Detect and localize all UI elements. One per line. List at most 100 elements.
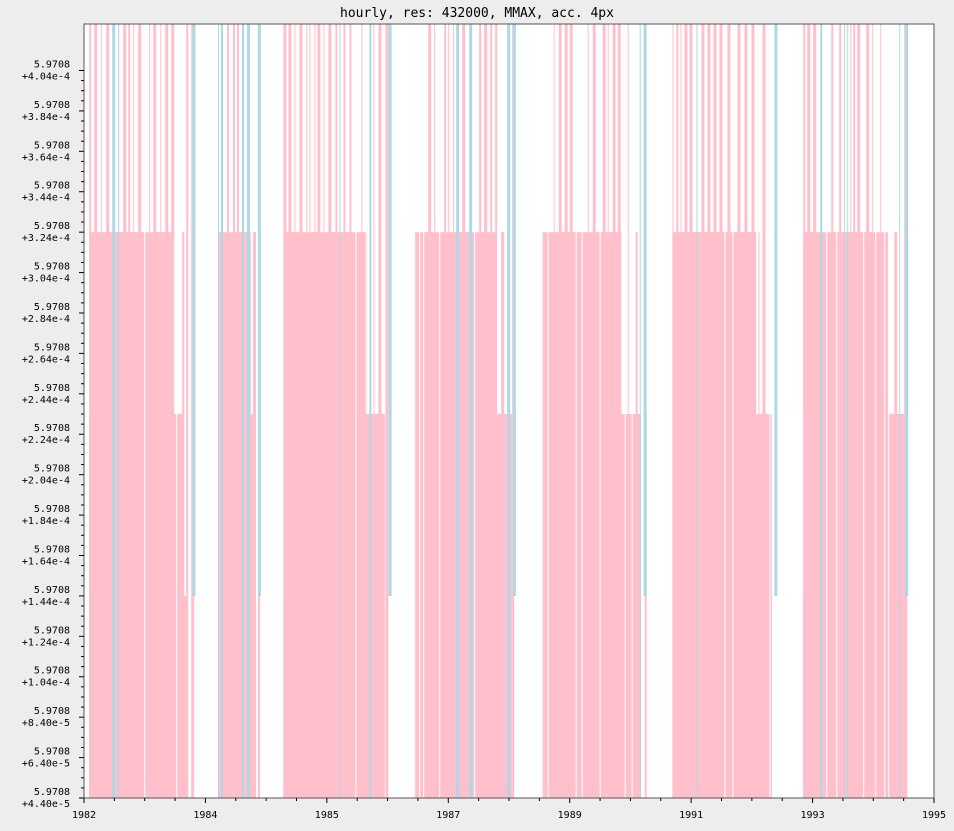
bar	[314, 24, 316, 798]
bar	[884, 24, 886, 798]
bar	[701, 24, 705, 798]
bar	[758, 232, 760, 799]
bar	[171, 24, 175, 798]
bar	[144, 24, 146, 798]
y-tick-label: 5.9708 +2.64e-4	[22, 342, 70, 365]
y-tick-label: 5.9708 +2.84e-4	[22, 302, 70, 325]
bar	[118, 24, 120, 798]
bar	[434, 24, 436, 798]
bar	[607, 24, 609, 798]
bar	[643, 24, 647, 596]
y-tick-label: 5.9708 +3.84e-4	[22, 100, 70, 123]
bar	[617, 24, 621, 798]
bar	[676, 24, 679, 798]
bar	[639, 24, 641, 798]
bar	[283, 24, 287, 798]
bar	[414, 24, 416, 798]
bar	[727, 24, 731, 798]
y-tick-label: 5.9708 +4.04e-4	[22, 59, 70, 82]
y-tick-label: 5.9708 +1.04e-4	[22, 666, 70, 689]
bar	[373, 24, 375, 798]
bar	[689, 24, 693, 798]
bar	[253, 232, 257, 799]
bar	[257, 24, 261, 596]
y-tick-label: 5.9708 +3.04e-4	[22, 262, 70, 285]
bar	[257, 593, 261, 596]
x-tick-label: 1985	[315, 810, 339, 821]
bar	[612, 24, 616, 798]
bar	[558, 24, 562, 798]
bar	[512, 593, 516, 596]
bar	[123, 24, 127, 798]
bar	[875, 24, 877, 798]
bar	[237, 24, 240, 798]
bar	[391, 24, 393, 798]
bar	[569, 24, 573, 798]
bar	[428, 24, 432, 798]
bar	[836, 24, 838, 798]
bar	[587, 24, 589, 798]
bar	[774, 593, 778, 596]
bar	[343, 24, 346, 798]
bar	[453, 24, 455, 798]
bar	[672, 24, 674, 798]
chart-title: hourly, res: 432000, MMAX, acc. 4px	[340, 6, 614, 21]
bar	[826, 24, 828, 798]
bar	[888, 24, 890, 798]
bar	[294, 24, 296, 798]
bar	[138, 24, 142, 798]
bar	[192, 24, 196, 596]
bar	[719, 24, 723, 798]
bar	[419, 24, 421, 798]
bar	[680, 24, 682, 798]
x-tick-label: 1993	[801, 810, 825, 821]
x-tick-label: 1984	[193, 810, 217, 821]
bar	[182, 232, 185, 799]
bar	[853, 24, 856, 798]
bar	[744, 24, 748, 798]
bar	[369, 24, 372, 798]
bar	[684, 24, 688, 798]
bar	[221, 24, 224, 798]
bar	[762, 24, 766, 798]
bar	[339, 24, 341, 798]
bar	[501, 232, 505, 799]
bar	[133, 24, 135, 798]
x-tick-label: 1989	[558, 810, 582, 821]
bar	[847, 24, 849, 798]
bar	[94, 24, 98, 798]
bar	[732, 24, 734, 798]
bar	[803, 24, 806, 798]
bar	[176, 24, 178, 798]
bar	[724, 24, 726, 798]
bar	[218, 24, 220, 798]
bars-layer	[89, 24, 909, 799]
bar	[233, 24, 236, 798]
y-tick-label: 5.9708 +1.64e-4	[22, 544, 70, 567]
bar	[328, 24, 332, 798]
bar	[186, 24, 189, 798]
bar	[484, 24, 488, 798]
y-tick-label: 5.9708 +1.44e-4	[22, 585, 70, 608]
bar	[713, 24, 717, 798]
y-tick-label: 5.9708 +1.84e-4	[22, 504, 70, 527]
bar	[247, 24, 251, 798]
bar	[299, 24, 303, 798]
bar	[355, 24, 357, 798]
bar	[905, 24, 909, 596]
bar	[880, 24, 882, 798]
bar	[258, 414, 261, 798]
bar	[512, 24, 516, 596]
bar	[153, 24, 157, 798]
bar	[349, 24, 352, 798]
y-tick-label: 5.9708 +6.40e-5	[22, 747, 70, 770]
bar	[196, 24, 198, 798]
y-tick-label: 5.9708 +3.44e-4	[22, 181, 70, 204]
bar	[575, 24, 577, 798]
bar	[899, 24, 901, 798]
bar	[490, 24, 493, 798]
bar	[288, 24, 292, 798]
bar	[385, 24, 389, 798]
bar	[192, 593, 196, 596]
